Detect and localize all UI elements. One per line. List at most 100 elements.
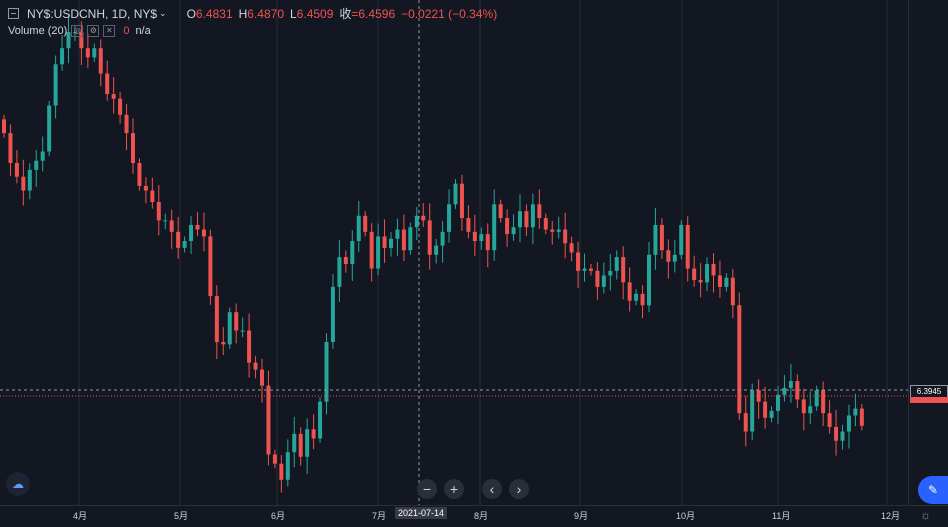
candle-body: [137, 162, 142, 186]
candle-body: [21, 176, 26, 191]
candle-body: [569, 243, 574, 253]
logo-icon[interactable]: ☁: [6, 472, 30, 496]
candle-body: [298, 433, 303, 457]
candle-body: [376, 236, 381, 269]
candle-body: [143, 185, 148, 191]
candle-body: [698, 280, 703, 283]
close-icon[interactable]: ✕: [103, 25, 116, 37]
scroll-right-button[interactable]: ›: [509, 479, 529, 499]
time-axis[interactable]: [0, 505, 948, 527]
candle-body: [8, 133, 13, 163]
candle-body: [72, 32, 77, 34]
collapse-icon[interactable]: [8, 8, 19, 19]
candle-body: [305, 429, 310, 457]
plus-icon: +: [449, 481, 459, 497]
low-label: L: [290, 6, 297, 21]
candle-body: [814, 390, 819, 407]
candle-body: [195, 224, 200, 230]
edit-button[interactable]: ✎: [918, 476, 948, 504]
candle-body: [756, 390, 761, 402]
zoom-out-button[interactable]: −: [417, 479, 437, 499]
candle-body: [550, 229, 555, 232]
candle-body: [201, 229, 206, 237]
symbol-legend: NY$:USDCNH, 1D, NY$ ⌄ O 6.4831 H 6.4870 …: [8, 5, 497, 22]
candle-body: [208, 236, 213, 297]
candle-body: [846, 415, 851, 432]
candlestick-chart[interactable]: [0, 0, 908, 505]
grid-lines: [78, 0, 888, 505]
candle-body: [105, 73, 110, 95]
candle-body: [66, 32, 71, 49]
candle-body: [627, 282, 632, 301]
candle-body: [382, 236, 387, 248]
candle-body: [414, 215, 419, 228]
candle-body: [576, 252, 581, 271]
symbol-name[interactable]: NY$:USDCNH, 1D, NY$: [27, 6, 158, 21]
chevron-right-icon: ›: [516, 481, 522, 497]
visibility-icon[interactable]: ◎: [71, 25, 84, 37]
settings-icon[interactable]: ⚙: [87, 25, 100, 37]
time-tick-label: 5月: [174, 511, 189, 521]
volume-legend: Volume (20) ◎ ⚙ ✕ 0 n/a: [8, 25, 151, 37]
candle-body: [853, 408, 858, 416]
time-tick-label: 10月: [676, 511, 696, 521]
candle-body: [330, 286, 335, 343]
candle-body: [272, 454, 277, 464]
candle-body: [440, 231, 445, 246]
candle-body: [582, 268, 587, 271]
time-tick-label: 4月: [73, 511, 88, 521]
time-tick-label: 11月: [772, 511, 791, 521]
candle-body: [595, 270, 600, 287]
candle-body: [47, 105, 52, 152]
chevron-down-icon[interactable]: ⌄: [159, 8, 167, 18]
candle-body: [279, 463, 284, 480]
candle-body: [285, 452, 290, 480]
candle-body: [685, 224, 690, 269]
candle-body: [472, 231, 477, 242]
candle-body: [763, 401, 768, 418]
candle-body: [447, 204, 452, 232]
close-label: 收: [339, 7, 352, 21]
high-label: H: [238, 6, 248, 21]
candle-body: [498, 204, 503, 219]
candle-body: [511, 227, 516, 235]
candle-body: [621, 257, 626, 283]
candle-body: [717, 275, 722, 287]
candle-body: [389, 238, 393, 248]
candle-body: [492, 204, 497, 251]
candle-body: [601, 275, 606, 287]
candle-body: [434, 245, 439, 255]
candle-body: [408, 227, 413, 251]
candle-body: [395, 229, 400, 239]
gear-icon[interactable]: ☼: [920, 508, 931, 522]
zoom-in-button[interactable]: +: [444, 479, 464, 499]
candle-body: [634, 293, 639, 301]
candle-body: [182, 241, 187, 248]
candle-body: [253, 362, 258, 370]
candle-body: [640, 293, 645, 306]
change-value: −0.0221 (−0.34%): [401, 6, 498, 21]
candle-body: [647, 254, 651, 306]
candle-body: [505, 218, 510, 235]
candle-body: [98, 48, 103, 74]
scroll-left-button[interactable]: ‹: [482, 479, 502, 499]
candle-body: [737, 305, 742, 414]
candle-body: [240, 330, 245, 332]
candle-body: [150, 190, 155, 202]
candle-body: [266, 385, 271, 455]
candle-body: [730, 277, 735, 306]
candle-body: [131, 133, 135, 163]
candle-body: [563, 229, 568, 244]
candle-body: [401, 229, 406, 251]
candle-body: [118, 98, 123, 115]
candle-series: [2, 15, 864, 493]
candle-body: [60, 48, 65, 65]
candle-body: [453, 183, 458, 205]
volume-label[interactable]: Volume (20): [8, 25, 68, 37]
candle-body: [40, 151, 45, 161]
price-axis[interactable]: [908, 0, 948, 505]
candle-body: [827, 413, 832, 427]
candle-body: [227, 312, 232, 345]
time-tick-label: 7月: [372, 511, 387, 521]
chevron-left-icon: ‹: [489, 481, 495, 497]
